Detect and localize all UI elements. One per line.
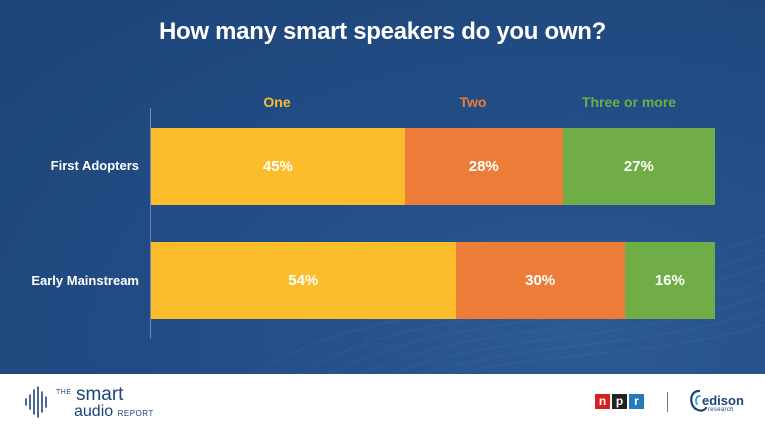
data-label: 28% xyxy=(468,158,499,175)
chart-panel: How many smart speakers do you own? One … xyxy=(0,0,765,374)
legend-one: One xyxy=(263,94,291,110)
npr-letter-n: n xyxy=(595,394,610,409)
category-label-first-adopters: First Adopters xyxy=(50,158,139,173)
brand-smart: smart xyxy=(75,383,124,405)
soundwave-icon xyxy=(25,386,47,418)
data-label: 16% xyxy=(654,272,685,289)
bar-row-first-adopters: 45% 28% 27% xyxy=(151,128,715,205)
legend-two: Two xyxy=(459,94,487,110)
logo-divider xyxy=(667,392,668,412)
bar-first-adopters-two: 28% xyxy=(404,128,563,205)
brand-audio: audio xyxy=(74,402,114,420)
edison-sub: research xyxy=(708,407,734,413)
bar-early-mainstream-two: 30% xyxy=(455,242,625,319)
bar-early-mainstream-one: 54% xyxy=(151,242,456,319)
edison-research-logo: edison research xyxy=(688,388,748,418)
brand-report: REPORT xyxy=(117,408,154,418)
data-label: 27% xyxy=(623,158,654,175)
footer: THE smart audio REPORT n p r edison rese… xyxy=(0,374,765,430)
category-axis-line xyxy=(150,108,151,338)
bar-early-mainstream-three-or-more: 16% xyxy=(624,242,715,319)
data-label: 45% xyxy=(262,158,293,175)
npr-letter-p: p xyxy=(612,394,627,409)
edison-name: edison xyxy=(702,393,744,408)
smart-audio-report-logo: THE smart audio REPORT xyxy=(24,384,154,420)
edison-swirl-icon xyxy=(690,389,708,412)
brand-the: THE xyxy=(56,388,72,396)
npr-letter-r: r xyxy=(629,394,644,409)
npr-logo: n p r xyxy=(595,394,644,409)
data-label: 54% xyxy=(288,272,319,289)
bar-row-early-mainstream: 54% 30% 16% xyxy=(151,242,715,319)
legend-three-or-more: Three or more xyxy=(581,94,677,110)
bar-first-adopters-one: 45% xyxy=(151,128,405,205)
category-label-early-mainstream: Early Mainstream xyxy=(31,273,139,288)
data-label: 30% xyxy=(525,272,556,289)
bar-first-adopters-three-or-more: 27% xyxy=(562,128,715,205)
chart-title: How many smart speakers do you own? xyxy=(159,18,606,45)
